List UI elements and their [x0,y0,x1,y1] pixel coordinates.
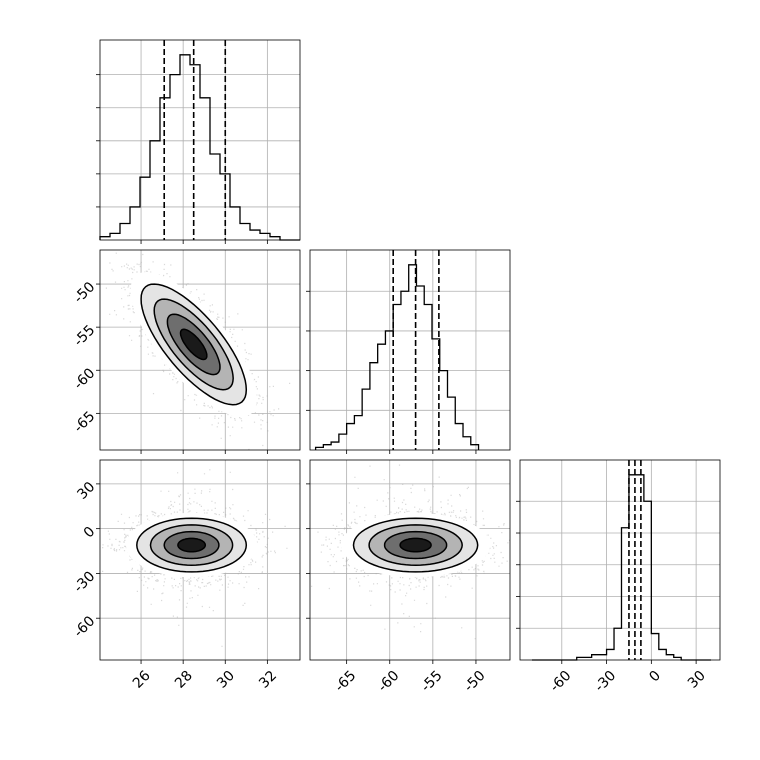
panel-frame [519,459,721,661]
x-tick-label: 30 [214,668,238,692]
x-tick-label: 32 [256,668,280,692]
x-tick-label: 30 [685,668,709,692]
contour-level [399,537,432,553]
histogram-panel-p0 [96,39,301,244]
x-tick-label: 0 [646,668,664,686]
histogram-step [314,264,480,450]
panel-frame [99,459,301,661]
x-tick-label: -55 [418,668,445,695]
scatter-layer [105,252,291,450]
y-tick-label: -60 [71,613,98,640]
y-tick-label: -60 [71,365,98,392]
x-tick-label: -60 [547,668,574,695]
contour-level [177,537,207,553]
histogram-panel-p1 [306,249,511,454]
scatter-layer [310,464,510,640]
y-tick-label: -55 [71,322,98,349]
x-tick-label: -65 [332,668,359,695]
panel-frame [99,249,301,451]
x-tick-label: -50 [461,668,488,695]
scatter-panel-p0-p1: -65 -60 -55 -50 [71,249,301,454]
x-tick-label: -30 [592,668,619,695]
histogram-panel-p2: -60 -30 0 30 [516,459,721,695]
scatter-layer [102,469,288,647]
x-tick-label: 26 [130,668,154,692]
scatter-panel-p0-p2: 26 28 30 32 -60 -30 0 30 [71,459,301,692]
histogram-step [99,54,300,241]
y-tick-label: 0 [81,524,99,542]
scatter-panel-p1-p2: -65 -60 -55 -50 [306,459,511,695]
panel-frame [309,249,511,451]
contour-level [179,328,208,361]
x-tick-label: -60 [375,668,402,695]
y-tick-label: 30 [74,479,98,503]
x-tick-label: 28 [172,668,196,692]
histogram-step [531,474,712,661]
panel-frame [99,39,301,241]
y-tick-label: -50 [71,279,98,306]
panel-frame [309,459,511,661]
y-tick-label: -65 [71,408,98,435]
y-tick-label: -30 [71,568,98,595]
